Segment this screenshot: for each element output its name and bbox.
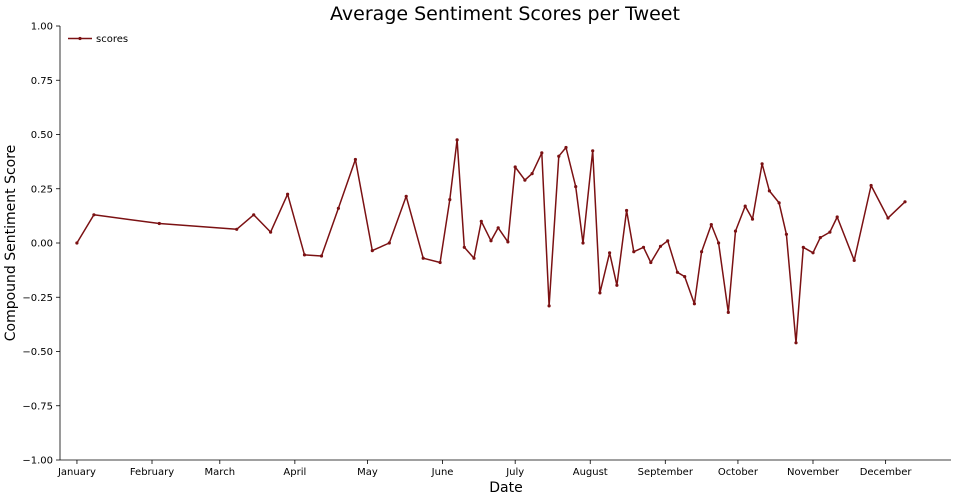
y-tick-label: 0.25 (31, 184, 53, 195)
data-point (462, 245, 466, 249)
data-point (523, 178, 527, 182)
y-axis-ticks: −1.00 −0.75 −0.50 −0.25 0.00 0.25 0.50 0.75 1.00 (22, 22, 60, 467)
data-point (387, 241, 391, 245)
x-tick-label: March (205, 467, 235, 478)
data-point (784, 232, 789, 236)
data-point (903, 200, 907, 204)
x-tick-label: September (638, 467, 694, 478)
x-tick-label: April (283, 467, 306, 478)
data-point (598, 291, 602, 295)
data-point (726, 310, 730, 314)
data-point (353, 157, 357, 162)
data-point (743, 204, 747, 208)
data-point (269, 230, 273, 234)
data-point (811, 251, 815, 255)
y-tick-label: 0.00 (31, 239, 53, 250)
legend: scores (68, 34, 128, 45)
data-point (581, 241, 585, 245)
data-point (370, 249, 374, 253)
x-tick-label: January (57, 467, 96, 478)
data-point (835, 215, 839, 219)
y-tick-label: −0.25 (22, 293, 53, 304)
data-point (767, 189, 772, 193)
x-tick-label: December (860, 467, 913, 478)
data-point (75, 241, 79, 245)
y-tick-label: 0.75 (31, 76, 53, 87)
data-point (683, 275, 687, 279)
data-point (448, 198, 452, 202)
data-point (421, 256, 425, 260)
data-point (513, 165, 517, 169)
data-point (404, 194, 408, 198)
legend-marker-scores (78, 36, 82, 41)
data-point (886, 216, 890, 220)
data-point (479, 219, 483, 223)
data-point (632, 250, 636, 254)
x-axis-ticks: January February March April May June July Augu… (57, 460, 912, 478)
data-point (828, 230, 832, 234)
data-point (489, 239, 493, 243)
data-point (801, 245, 805, 249)
data-point (438, 260, 442, 265)
data-point (750, 217, 755, 221)
data-point (692, 302, 697, 306)
data-point (852, 258, 856, 262)
data-point (92, 213, 96, 217)
data-point (625, 208, 629, 213)
x-tick-label: August (573, 467, 608, 478)
data-point (658, 244, 663, 248)
x-tick-label: February (130, 467, 174, 478)
y-tick-label: 0.50 (31, 130, 53, 141)
data-point (574, 185, 578, 189)
data-point (302, 253, 307, 257)
data-point (252, 213, 256, 217)
x-tick-label: May (357, 467, 378, 478)
data-point (615, 283, 619, 287)
data-point (675, 270, 680, 274)
data-point (564, 145, 568, 150)
data-point (794, 341, 798, 345)
x-axis-title: Date (489, 480, 522, 496)
data-point (235, 227, 239, 231)
data-point (777, 201, 781, 205)
y-tick-label: −1.00 (22, 456, 53, 467)
legend-label-scores: scores (96, 34, 128, 45)
data-point (547, 304, 551, 308)
data-point (760, 162, 764, 166)
data-point (608, 251, 612, 255)
data-point (336, 206, 340, 210)
y-tick-label: −0.75 (22, 401, 53, 412)
data-point (530, 172, 534, 176)
x-tick-label: June (431, 467, 454, 478)
data-point (869, 183, 873, 188)
data-point (666, 239, 670, 243)
data-point (591, 149, 595, 153)
data-point (649, 260, 653, 265)
y-axis-title: Compound Sentiment Score (3, 145, 19, 342)
data-point (286, 192, 290, 196)
y-tick-label: 1.00 (31, 22, 53, 33)
data-point (506, 240, 510, 244)
y-tick-label: −0.50 (22, 347, 53, 358)
data-point (709, 223, 713, 227)
data-point (157, 221, 161, 226)
data-point (557, 154, 561, 158)
data-point (319, 254, 324, 258)
data-point (818, 236, 822, 240)
x-tick-label: November (787, 467, 840, 478)
data-point (700, 250, 704, 254)
x-tick-label: October (718, 467, 759, 478)
data-point (717, 241, 721, 245)
x-tick-label: July (505, 467, 524, 478)
data-point (496, 226, 500, 230)
series-scores (75, 138, 907, 345)
data-point (733, 229, 738, 233)
chart-title: Average Sentiment Scores per Tweet (330, 3, 680, 25)
data-point (472, 256, 476, 260)
data-point (641, 245, 646, 249)
data-point (455, 138, 459, 142)
data-point (540, 151, 544, 155)
